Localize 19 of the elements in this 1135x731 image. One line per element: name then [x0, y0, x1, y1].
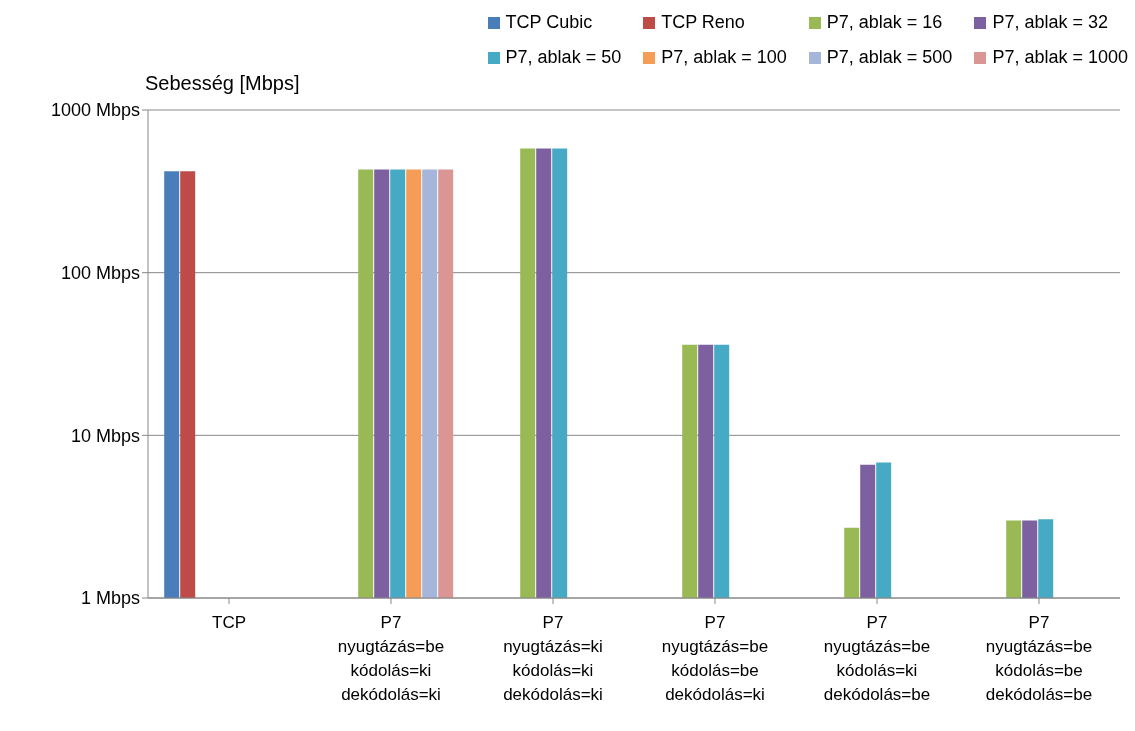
- y-tick-label: 10 Mbps: [70, 425, 140, 446]
- legend-label: TCP Reno: [661, 12, 745, 33]
- x-tick-label: P7 nyugtázás=be kódolás=be dekódolás=be: [985, 613, 1093, 704]
- x-tick-label: P7 nyugtázás=be kódolás=ki dekódolás=ki: [337, 613, 445, 704]
- y-tick-label: 1 Mbps: [80, 588, 140, 609]
- x-tick-label: TCP: [212, 613, 246, 632]
- y-axis-title: Sebesség [Mbps]: [145, 72, 301, 96]
- legend-label: P7, ablak = 50: [505, 47, 622, 68]
- legend-label: TCP Cubic: [505, 12, 593, 33]
- x-tick-label: P7 nyugtázás=ki kódolás=ki dekódolás=ki: [503, 613, 603, 704]
- y-tick-label: 1000 Mbps: [50, 100, 140, 121]
- legend-label: P7, ablak = 1000: [992, 47, 1128, 68]
- x-tick-label: P7 nyugtázás=be kódolás=ki dekódolás=be: [823, 613, 931, 704]
- legend-label: P7, ablak = 16: [826, 12, 943, 33]
- legend-label: P7, ablak = 500: [826, 47, 953, 68]
- y-tick-label: 100 Mbps: [60, 263, 140, 284]
- x-tick-label: P7 nyugtázás=be kódolás=be dekódolás=ki: [661, 613, 769, 704]
- legend-label: P7, ablak = 32: [992, 12, 1108, 33]
- legend-label: P7, ablak = 100: [661, 47, 787, 68]
